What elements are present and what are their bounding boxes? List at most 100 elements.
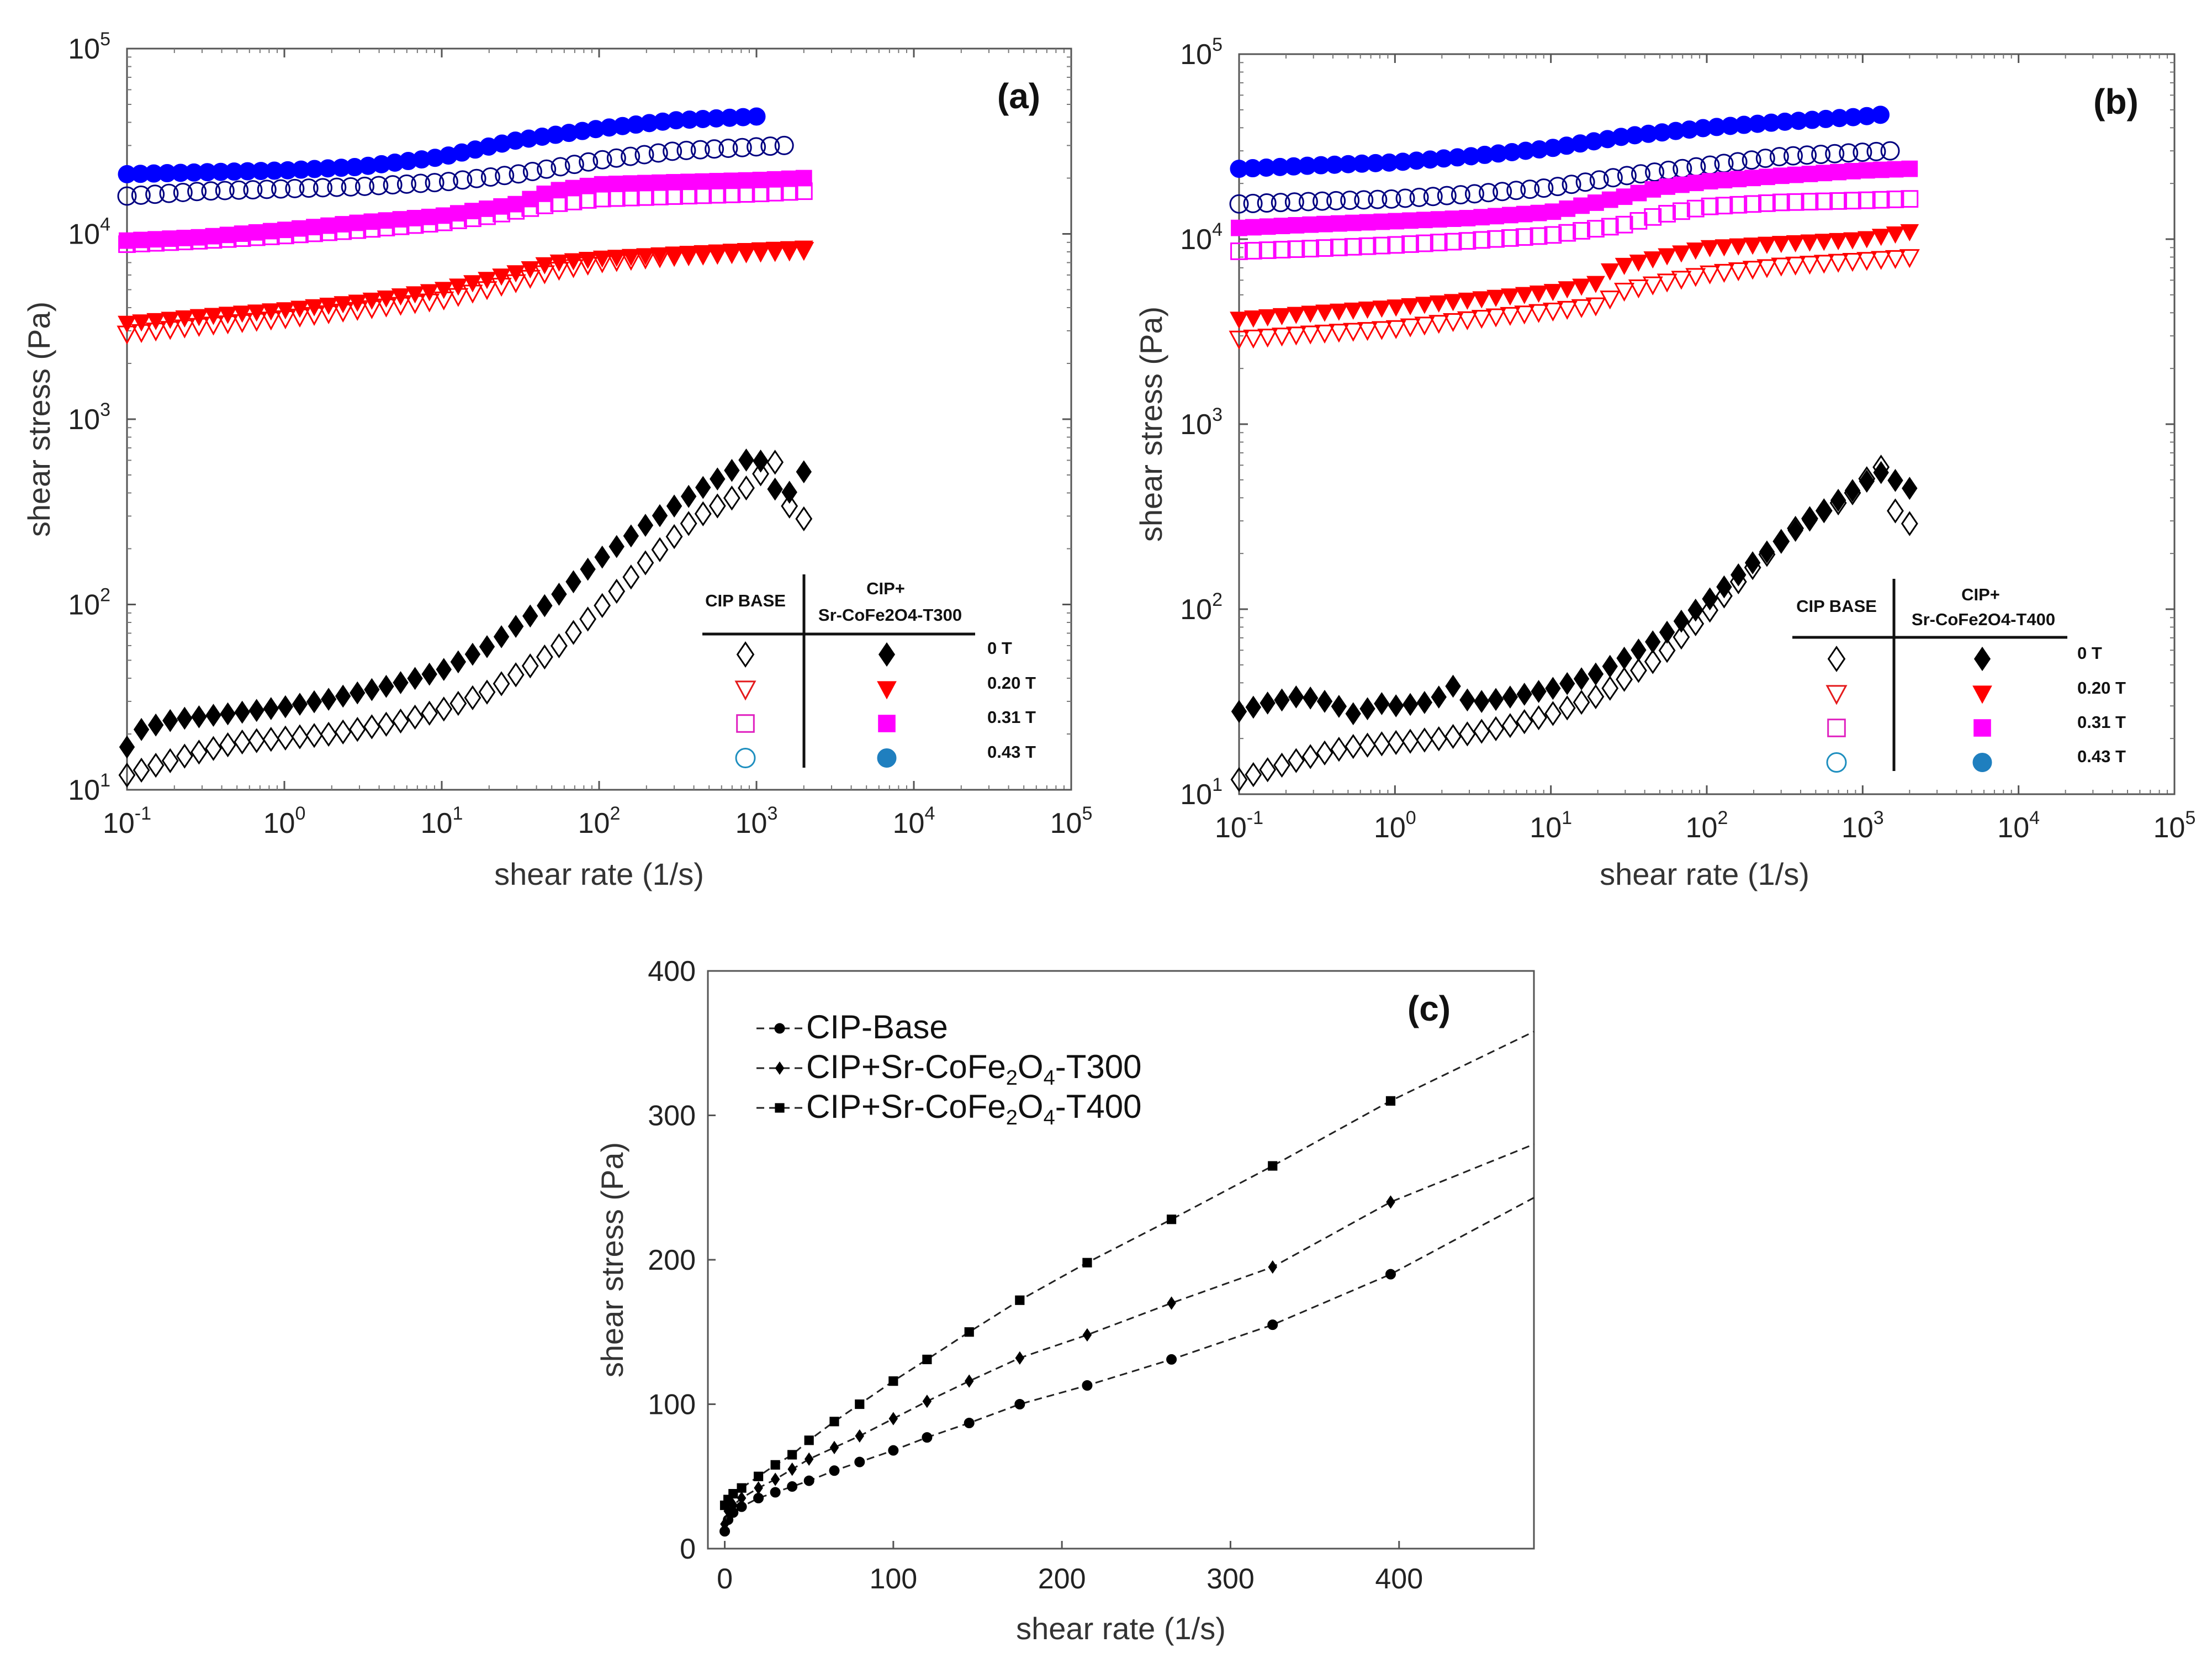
- data-point-series-2: [1901, 190, 1919, 208]
- data-point-series-3: [1368, 189, 1388, 209]
- data-point-series-0: [1516, 709, 1533, 735]
- data-point-series-6: [781, 170, 798, 187]
- data-point-series-1: [888, 1412, 898, 1425]
- data-point-series-1: [1700, 265, 1721, 285]
- data-point-series-4: [464, 642, 481, 666]
- data-point-series-0: [770, 1487, 781, 1498]
- data-point-series-2: [1415, 234, 1433, 252]
- data-point-series-3: [1742, 150, 1761, 170]
- data-point-series-2: [964, 1327, 974, 1337]
- data-point-series-3: [592, 150, 612, 170]
- data-point-series-3: [1880, 141, 1900, 161]
- data-point-series-6: [1345, 214, 1362, 231]
- data-point-series-0: [1544, 701, 1562, 726]
- data-point-series-5: [420, 284, 439, 302]
- y-tick-label: 101: [68, 770, 110, 806]
- data-point-series-2: [1166, 1214, 1177, 1224]
- legend-symbol-open: [734, 680, 756, 701]
- data-point-series-5: [348, 294, 367, 312]
- data-point-series-2: [1772, 193, 1790, 212]
- data-point-series-5: [1658, 248, 1676, 266]
- data-point-series-2: [1686, 199, 1705, 218]
- data-point-series-5: [1714, 239, 1734, 257]
- data-point-series-3: [690, 140, 710, 160]
- data-point-series-5: [463, 275, 482, 293]
- data-point-series-5: [1643, 251, 1663, 269]
- data-point-series-2: [888, 1376, 898, 1386]
- data-point-series-4: [551, 583, 567, 606]
- data-point-series-0: [803, 1475, 814, 1486]
- legend-a-col-open-header: CIP BASE: [705, 591, 786, 610]
- data-point-series-4: [205, 704, 221, 727]
- data-point-series-4: [1645, 630, 1661, 654]
- data-point-series-6: [1473, 209, 1490, 226]
- data-point-series-2: [1615, 215, 1633, 234]
- data-point-series-5: [794, 240, 813, 258]
- data-point-series-2: [737, 1483, 747, 1493]
- data-point-series-6: [363, 213, 380, 230]
- data-point-series-6: [1259, 218, 1276, 235]
- data-point-series-4: [1231, 700, 1247, 724]
- data-point-series-4: [493, 625, 510, 648]
- legend-symbol-filled: [878, 715, 896, 732]
- panel-a-y-axis-label: shear stress (Pa): [22, 302, 56, 537]
- data-point-series-6: [1430, 211, 1447, 228]
- data-point-series-0: [1701, 598, 1719, 623]
- data-point-series-4: [292, 693, 308, 716]
- data-point-series-6: [349, 214, 366, 231]
- data-point-series-0: [1887, 498, 1904, 524]
- data-point-series-1: [1329, 324, 1350, 343]
- data-point-series-0: [708, 493, 726, 519]
- data-point-series-6: [507, 196, 525, 213]
- data-point-series-3: [145, 184, 165, 204]
- data-point-series-5: [722, 244, 742, 261]
- data-point-series-4: [652, 504, 668, 527]
- data-point-series-1: [1371, 321, 1392, 340]
- data-point-series-0: [1616, 667, 1633, 692]
- data-point-series-4: [1516, 683, 1532, 706]
- data-point-series-3: [774, 135, 794, 155]
- data-point-series-5: [1472, 291, 1491, 309]
- data-point-series-6: [1730, 171, 1747, 188]
- data-point-series-0: [1267, 1319, 1278, 1330]
- data-point-series-0: [1230, 767, 1248, 793]
- data-point-series-0: [1345, 733, 1362, 759]
- x-tick-label: 101: [421, 803, 463, 839]
- data-point-series-4: [1488, 688, 1504, 711]
- data-point-series-3: [1562, 175, 1581, 194]
- data-point-series-1: [1500, 307, 1521, 326]
- data-point-series-5: [1230, 311, 1248, 329]
- data-point-series-4: [1316, 690, 1333, 713]
- data-point-series-5: [1629, 254, 1648, 272]
- data-point-series-0: [320, 721, 337, 747]
- data-point-series-3: [495, 166, 515, 186]
- data-point-series-3: [760, 136, 780, 156]
- data-point-series-6: [219, 226, 236, 244]
- data-point-series-5: [1572, 278, 1591, 296]
- data-point-series-0: [1587, 684, 1605, 710]
- panel-a-y-ticks: 101 102 103 104 105: [68, 29, 1071, 806]
- data-point-series-1: [1671, 271, 1692, 290]
- data-point-series-2: [1515, 228, 1533, 246]
- data-point-series-0: [622, 564, 640, 590]
- data-point-series-2: [1829, 192, 1848, 210]
- data-point-series-4: [738, 448, 754, 472]
- data-point-series-0: [964, 1417, 975, 1428]
- data-point-series-6: [652, 174, 668, 191]
- data-point-series-0: [190, 740, 208, 765]
- data-point-series-4: [1759, 540, 1775, 564]
- legend-b-row-3: 0.43 T: [2077, 747, 2126, 766]
- data-point-series-4: [1902, 477, 1918, 500]
- data-point-series-5: [564, 253, 583, 271]
- data-point-series-6: [680, 173, 697, 191]
- data-point-series-3: [1839, 143, 1859, 163]
- legend-c-label-0: CIP-Base: [806, 1008, 948, 1045]
- data-point-series-4: [594, 545, 610, 569]
- data-point-series-4: [1274, 688, 1290, 712]
- data-point-series-0: [421, 700, 438, 726]
- data-point-series-6: [1459, 210, 1476, 226]
- data-point-series-0: [262, 727, 280, 752]
- data-point-series-1: [1899, 249, 1920, 268]
- data-point-series-2: [1729, 196, 1748, 214]
- data-point-series-2: [1644, 208, 1662, 226]
